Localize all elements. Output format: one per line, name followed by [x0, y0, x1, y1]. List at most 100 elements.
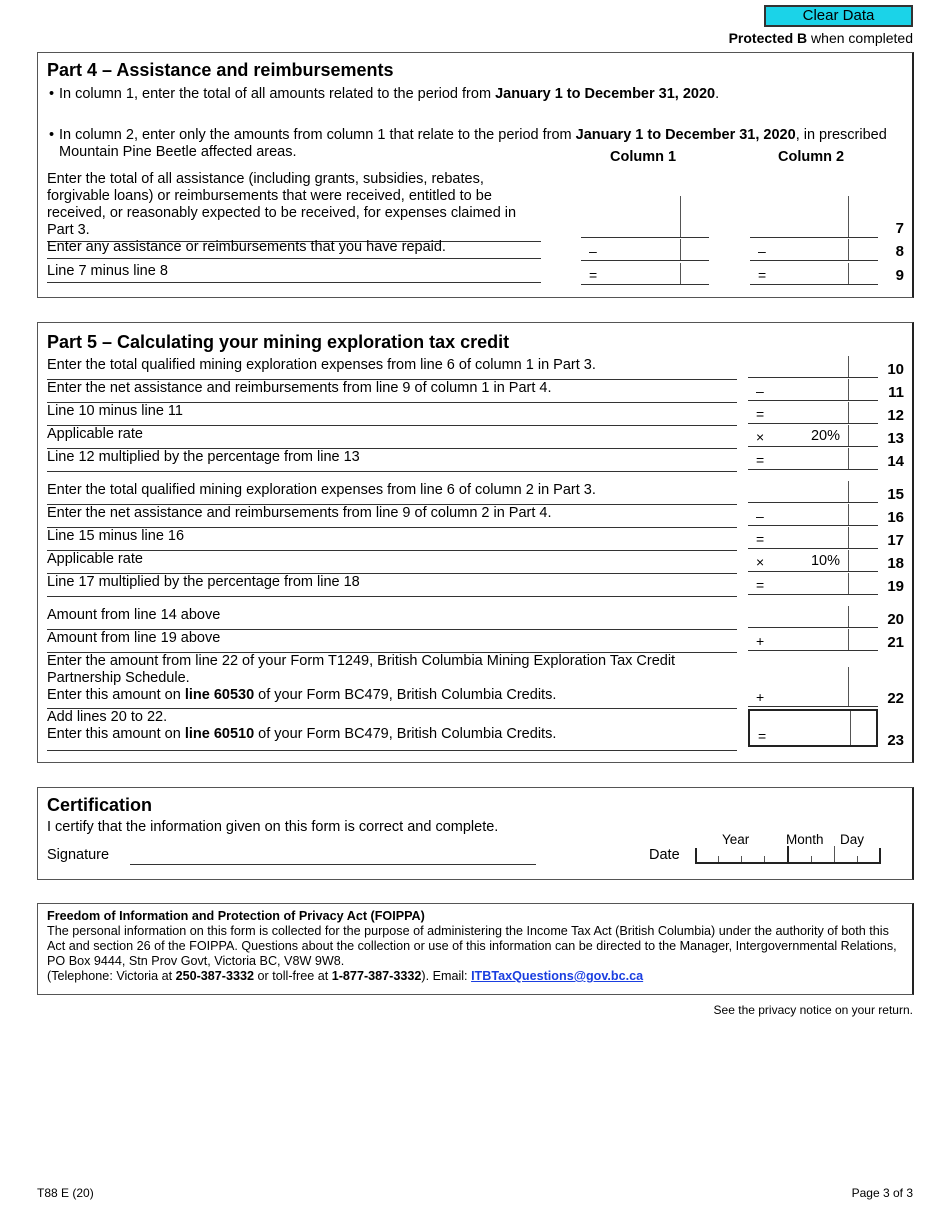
part5-row-12: Line 10 minus line 11 = 12: [38, 401, 908, 426]
field-divider: [848, 379, 849, 400]
field-divider: [848, 629, 849, 650]
line-number: 17: [887, 532, 904, 549]
part5-row-text: Enter the total qualified mining explora…: [47, 357, 737, 380]
field-divider: [680, 263, 681, 284]
column1-line-8-input[interactable]: –: [581, 239, 709, 261]
part5-row-11: Enter the net assistance and reimburseme…: [38, 378, 908, 403]
line-21-input[interactable]: +: [748, 629, 878, 651]
part5-row-text: Line 10 minus line 11: [47, 403, 737, 426]
line-12-input[interactable]: =: [748, 402, 878, 424]
line-15-input[interactable]: [748, 481, 878, 503]
operator-symbol: –: [758, 243, 766, 259]
month-label: Month: [786, 832, 824, 847]
protected-b-label: Protected B when completed: [729, 30, 913, 46]
line-17-input[interactable]: =: [748, 527, 878, 549]
row-text: Add lines 20 to 22.: [47, 709, 168, 725]
part5-row-text: Applicable rate: [47, 551, 737, 574]
line-number: 19: [887, 578, 904, 595]
t: Enter this amount on: [47, 726, 185, 742]
line-number: 22: [887, 690, 904, 707]
row-text: Line 17 multiplied by the percentage fro…: [47, 574, 360, 590]
line-number: 12: [887, 407, 904, 424]
line-number: 20: [887, 611, 904, 628]
column2-header: Column 2: [778, 149, 845, 165]
column2-line-7-input[interactable]: [750, 196, 878, 238]
column1-header: Column 1: [610, 149, 677, 165]
column2-line-8-input[interactable]: –: [750, 239, 878, 261]
t: In column 2, enter only the amounts from…: [59, 127, 576, 143]
line-14-input[interactable]: =: [748, 448, 878, 470]
part5-row-text: Line 17 multiplied by the percentage fro…: [47, 574, 737, 597]
part5-row-text: Enter the net assistance and reimburseme…: [47, 380, 737, 403]
line-number: 14: [887, 453, 904, 470]
part5-row-text: Amount from line 14 above: [47, 607, 737, 630]
date-input[interactable]: [695, 846, 881, 864]
form-number: T88 E (20): [37, 1186, 94, 1200]
t: (Telephone: Victoria at: [47, 969, 176, 983]
operator-symbol: +: [756, 689, 765, 705]
privacy-notice: See the privacy notice on your return.: [713, 1003, 913, 1017]
part5-row-text: Add lines 20 to 22. Enter this amount on …: [47, 709, 737, 751]
operator-symbol: =: [758, 267, 767, 283]
part5-row-18: Applicable rate × 10% 18: [38, 549, 908, 574]
part5-row-23: Add lines 20 to 22. Enter this amount on …: [38, 707, 908, 751]
certification-section: Certification I certify that the informa…: [37, 787, 914, 880]
field-divider: [848, 425, 849, 446]
line-16-input[interactable]: –: [748, 504, 878, 526]
line-11-input[interactable]: –: [748, 379, 878, 401]
line-number: 18: [887, 555, 904, 572]
field-divider: [848, 239, 849, 260]
line-19-input[interactable]: =: [748, 573, 878, 595]
field-divider: [848, 504, 849, 525]
column1-line-9-input[interactable]: =: [581, 263, 709, 285]
line-number: 8: [895, 243, 904, 260]
phone-victoria: 250-387-3332: [175, 969, 255, 983]
date-label: Date: [649, 847, 680, 863]
line-number: 10: [887, 361, 904, 378]
row-text: Enter the net assistance and reimburseme…: [47, 505, 552, 521]
field-divider: [848, 606, 849, 627]
line-13-input: × 20%: [748, 425, 878, 447]
line-20-input[interactable]: [748, 606, 878, 628]
clear-data-button[interactable]: Clear Data: [764, 5, 913, 27]
part4-bullet1: In column 1, enter the total of all amou…: [47, 86, 897, 103]
row-text: Enter the net assistance and reimburseme…: [47, 380, 552, 396]
operator-symbol: –: [756, 383, 764, 399]
part5-row-text: Enter the net assistance and reimburseme…: [47, 505, 737, 528]
part4-title: Part 4 – Assistance and reimbursements: [47, 60, 394, 80]
foippa-section: Freedom of Information and Protection of…: [37, 903, 914, 995]
row-text: Line 10 minus line 11: [47, 403, 183, 419]
line-22-input[interactable]: +: [748, 667, 878, 707]
day-label: Day: [840, 832, 865, 847]
row-text: Enter the total qualified mining explora…: [47, 482, 596, 498]
part5-row-13: Applicable rate × 20% 13: [38, 424, 908, 449]
signature-input[interactable]: [130, 864, 536, 865]
column1-line-7-input[interactable]: [581, 196, 709, 238]
column2-line-9-input[interactable]: =: [750, 263, 878, 285]
page-number: Page 3 of 3: [851, 1186, 913, 1200]
t: Enter this amount on: [47, 687, 185, 703]
row-text: Line 12 multiplied by the percentage fro…: [47, 449, 360, 465]
line-23-input[interactable]: =: [748, 709, 878, 747]
operator-symbol: –: [589, 243, 597, 259]
operator-symbol: ×: [756, 554, 765, 570]
field-divider: [848, 573, 849, 594]
line-18-input: × 10%: [748, 550, 878, 572]
operator-symbol: =: [758, 728, 767, 744]
t: of your Form BC479, British Columbia Cre…: [254, 687, 557, 703]
field-divider: [848, 550, 849, 571]
year-label: Year: [722, 832, 750, 847]
part5-row-text: Amount from line 19 above: [47, 630, 737, 653]
t: , in prescribed Mountain Pine Beetle aff…: [59, 127, 887, 160]
field-divider: [680, 239, 681, 260]
signature-label: Signature: [47, 847, 110, 863]
t: or toll-free at: [254, 969, 332, 983]
operator-symbol: =: [756, 577, 765, 593]
row-text: Enter the total qualified mining explora…: [47, 357, 596, 373]
email-link[interactable]: ITBTaxQuestions@gov.bc.ca: [471, 969, 644, 983]
line-10-input[interactable]: [748, 356, 878, 378]
part5-row-21: Amount from line 19 above +21: [38, 628, 908, 653]
protected-bold: Protected B: [728, 30, 808, 46]
field-divider: [848, 402, 849, 423]
line-number: 15: [887, 486, 904, 503]
